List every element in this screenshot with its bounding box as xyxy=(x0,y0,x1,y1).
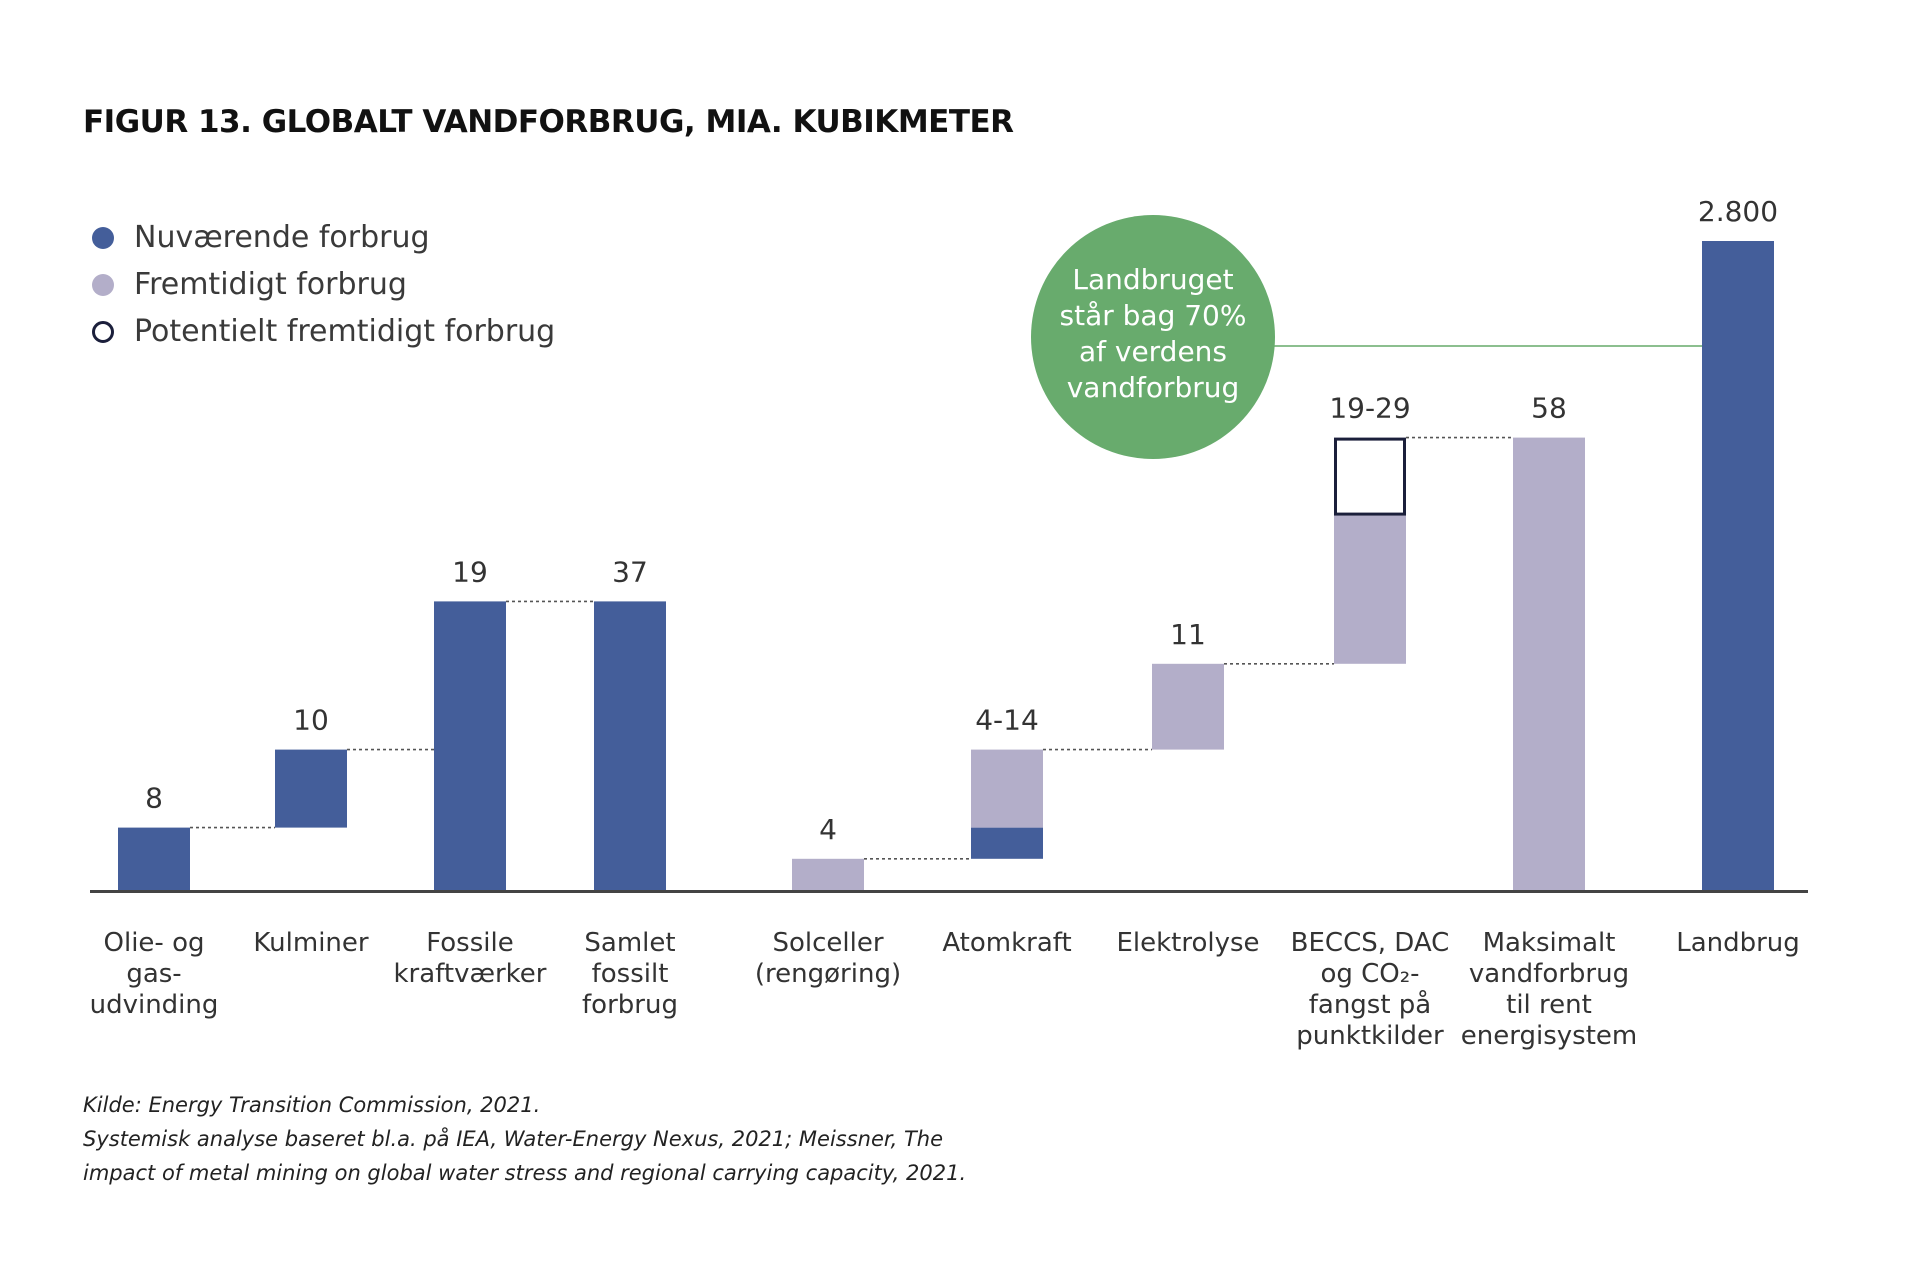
legend-label-future: Fremtidigt forbrug xyxy=(134,267,407,302)
bar-segment-current xyxy=(275,749,347,828)
legend-item-potential: Potentielt fremtidigt forbrug xyxy=(92,308,555,355)
category-label: Kulminer xyxy=(253,928,368,958)
legend: Nuværende forbrug Fremtidigt forbrug Pot… xyxy=(92,214,555,355)
bar-segment-future xyxy=(1152,663,1224,750)
bar-segment-current xyxy=(594,601,666,890)
category-label: Maksimalt vandforbrug til rent energisystem xyxy=(1461,928,1637,1051)
callout-text: Landbruget står bag 70% af verdens vandforb… xyxy=(1060,263,1247,404)
chart-title: FIGUR 13. GLOBALT VANDFORBRUG, MIA. KUBI… xyxy=(83,104,1014,140)
data-label: 58 xyxy=(1531,392,1567,425)
data-label: 11 xyxy=(1170,618,1206,651)
legend-label-potential: Potentielt fremtidigt forbrug xyxy=(134,314,556,349)
bar-segment-future xyxy=(971,749,1043,828)
bar-segment-current xyxy=(1702,241,1774,890)
bar-segment-future xyxy=(792,858,864,890)
bar-segment-potential xyxy=(1334,437,1406,516)
category-label: Atomkraft xyxy=(942,928,1071,958)
category-label: Solceller (rengøring) xyxy=(755,928,901,989)
legend-label-current: Nuværende forbrug xyxy=(134,220,430,255)
category-label: Olie- og gas-udvinding xyxy=(90,928,219,1020)
data-label: 8 xyxy=(145,782,163,815)
category-label: Landbrug xyxy=(1676,928,1800,958)
bar-segment-future xyxy=(1334,515,1406,664)
callout-bubble xyxy=(1031,215,1275,459)
bar-segment-current xyxy=(118,827,190,890)
category-label: Elektrolyse xyxy=(1116,928,1259,958)
legend-marker-future xyxy=(92,273,114,296)
source-line: Systemisk analyse baseret bl.a. på IEA, … xyxy=(83,1127,944,1151)
bar-segment-current xyxy=(971,827,1043,859)
data-label: 10 xyxy=(293,704,329,737)
data-label: 4 xyxy=(819,813,837,846)
data-label: 2.800 xyxy=(1698,195,1778,228)
legend-marker-current xyxy=(92,226,114,249)
legend-item-current: Nuværende forbrug xyxy=(92,214,555,261)
data-label: 19-29 xyxy=(1329,392,1410,425)
category-label: BECCS, DAC og CO₂-fangst på punktkilder xyxy=(1291,928,1450,1051)
legend-item-future: Fremtidigt forbrug xyxy=(92,261,555,308)
source-line: Kilde: Energy Transition Commission, 202… xyxy=(83,1093,541,1117)
category-label: Fossile kraftværker xyxy=(394,928,547,989)
bar-segment-future xyxy=(1513,437,1585,890)
bar-segment-current xyxy=(434,601,506,890)
legend-marker-potential xyxy=(92,320,114,343)
data-label: 37 xyxy=(612,555,648,588)
source-line: impact of metal mining on global water s… xyxy=(83,1161,967,1185)
source-note: Kilde: Energy Transition Commission, 202… xyxy=(83,1088,966,1190)
data-label: 19 xyxy=(452,555,488,588)
data-label: 4-14 xyxy=(975,704,1039,737)
category-label: Samlet fossilt forbrug xyxy=(582,928,678,1020)
